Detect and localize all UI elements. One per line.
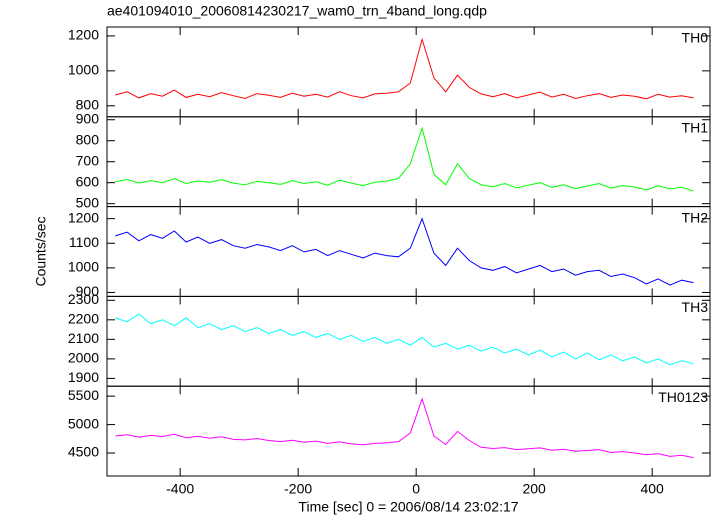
y-tick-label: 2200 [68,311,99,327]
y-tick-label: 1000 [68,62,99,78]
y-tick-label: 1900 [68,369,99,385]
y-tick-label: 800 [76,131,100,147]
panel-frame [106,206,711,297]
panel-label: TH1 [682,120,709,136]
x-tick-label: 400 [640,481,664,497]
y-tick-label: 2300 [68,291,99,307]
y-tick-label: 900 [76,283,100,299]
y-tick-label: 600 [76,173,100,189]
y-tick-label: 2000 [68,350,99,366]
y-tick-label: 800 [76,96,100,112]
panel-label: TH0123 [658,389,708,405]
x-tick-label: -400 [166,481,194,497]
panel-frame [106,385,711,477]
light-curve [115,126,694,192]
y-axis-label: Counts/sec [33,216,49,286]
light-curve [115,313,694,366]
x-tick-label: 200 [522,481,546,497]
y-tick-label: 1200 [68,27,99,43]
x-tick-label: -200 [284,481,312,497]
y-tick-label: 1100 [69,234,99,250]
panel-frame [106,116,711,208]
y-tick-label: 5500 [68,387,99,403]
y-tick-label: 4500 [68,444,99,460]
x-axis-label: Time [sec] 0 = 2006/08/14 23:02:17 [298,499,518,515]
light-curve [115,217,694,286]
y-tick-label: 700 [76,152,100,168]
panel-frame [106,295,711,387]
y-tick-label: 1200 [68,209,99,225]
y-tick-label: 1000 [68,259,99,275]
y-tick-label: 900 [76,110,100,126]
y-tick-label: 500 [76,194,100,210]
y-tick-label: 5000 [68,415,99,431]
light-curve [115,37,694,100]
panel-label: TH2 [682,209,709,225]
light-curve [115,397,694,459]
panel-frame [106,26,711,118]
y-tick-label: 2100 [68,330,99,346]
chart-title: ae401094010_20060814230217_wam0_trn_4ban… [107,3,487,19]
panel-label: TH0 [682,30,709,46]
x-tick-label: 0 [412,481,420,497]
panel-label: TH3 [682,299,709,315]
